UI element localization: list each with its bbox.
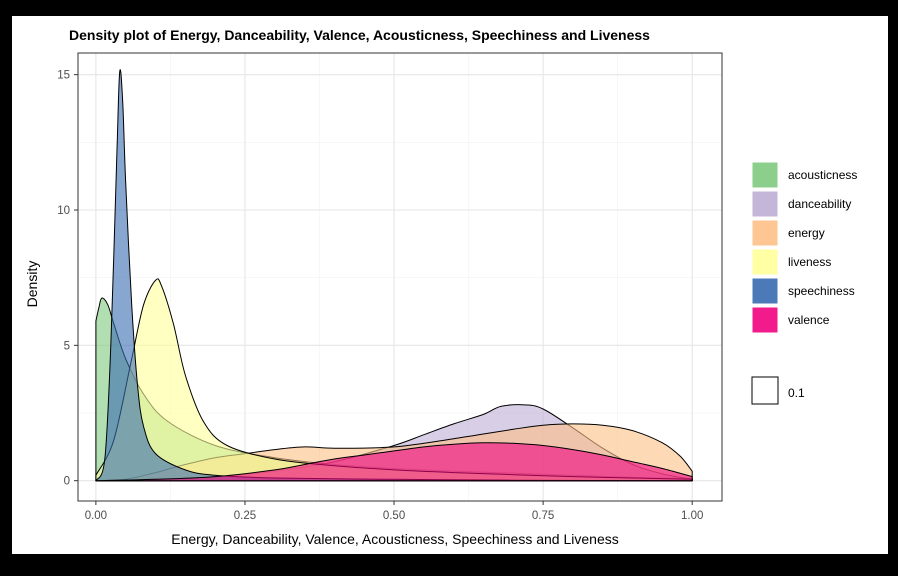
legend-key-liveness — [751, 248, 779, 276]
legend-key-energy — [751, 219, 779, 247]
y-axis-ticks: 0 5 10 15 — [57, 70, 78, 488]
x-tick-label: 0.00 — [85, 510, 107, 522]
legend-label-liveness: liveness — [788, 255, 831, 269]
y-tick-label: 5 — [64, 340, 70, 352]
legend-label-valence: valence — [788, 313, 830, 327]
x-tick-label: 0.25 — [234, 510, 256, 522]
alpha-legend-label: 0.1 — [788, 386, 805, 400]
x-axis-ticks: 0.00 0.25 0.50 0.75 1.00 — [85, 501, 703, 522]
plot-border — [77, 52, 723, 502]
legend-label-danceability: danceability — [788, 197, 851, 211]
x-tick-label: 0.75 — [532, 510, 554, 522]
legend-key-speechiness — [751, 277, 779, 305]
y-axis-title: Density — [24, 261, 40, 308]
chart-title: Density plot of Energy, Danceability, Va… — [69, 27, 650, 43]
density-chart: Density plot of Energy, Danceability, Va… — [24, 27, 857, 547]
legend-key-acousticness — [751, 161, 779, 189]
legend-label-acousticness: acousticness — [788, 168, 857, 182]
alpha-legend-key — [751, 376, 779, 405]
legend-key-valence — [751, 306, 779, 334]
density-area-valence — [95, 442, 693, 482]
x-tick-label: 1.00 — [681, 510, 703, 522]
density-areas — [95, 69, 693, 482]
y-tick-label: 15 — [57, 70, 70, 82]
x-axis-title: Energy, Danceability, Valence, Acousticn… — [171, 531, 618, 547]
chart-panel: Density plot of Energy, Danceability, Va… — [12, 16, 888, 554]
x-tick-label: 0.50 — [383, 510, 405, 522]
legend: acousticness danceability energy liveness sp… — [751, 161, 857, 334]
y-tick-label: 0 — [64, 476, 70, 488]
y-tick-label: 10 — [57, 205, 70, 217]
legend-key-danceability — [751, 190, 779, 218]
alpha-legend: 0.1 — [751, 376, 805, 405]
legend-label-speechiness: speechiness — [788, 284, 855, 298]
legend-label-energy: energy — [788, 226, 825, 240]
